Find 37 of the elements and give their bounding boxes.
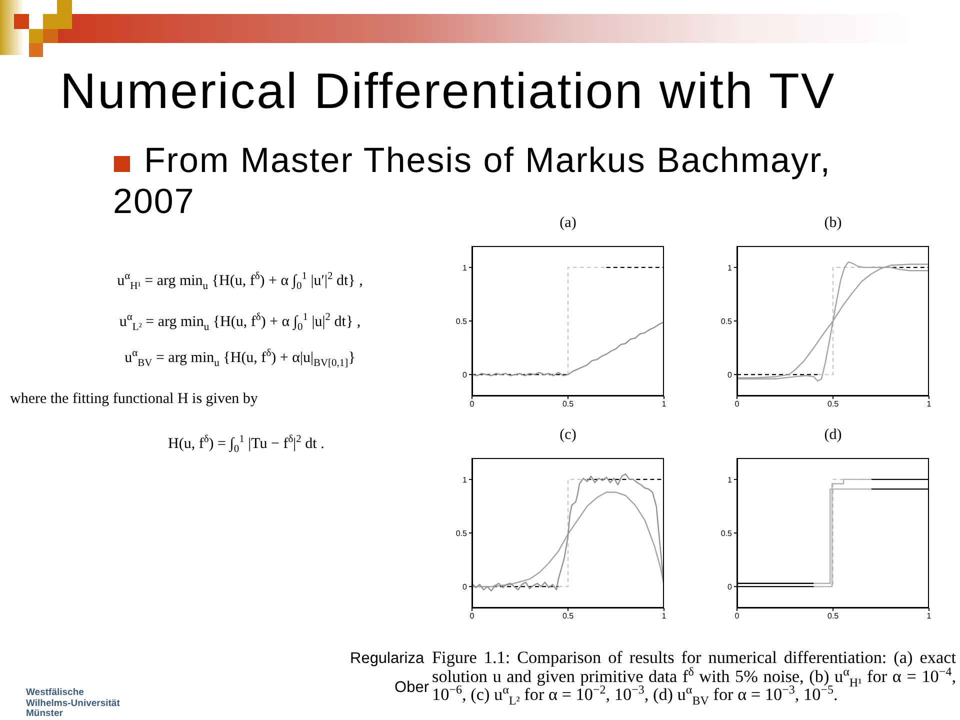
x-tick-label: 0 (734, 400, 740, 409)
text: u$^{α}$$_{H¹}$ = arg min$_{u}$ {H(u, f$^{δ}$) + α ∫$_{0}$$^{1}$ |u′|$^{2}$ dt} , (117, 271, 363, 292)
x-tick-label: 1 (926, 612, 932, 621)
y-tick-label: 0 (728, 370, 733, 380)
y-tick-label: 0.5 (456, 528, 468, 538)
text: Regulariza (350, 650, 424, 668)
text: u$^{α}$$_{L²}$ = arg min$_{u}$ {H(u, f$^{δ}$) + α ∫$_{0}$$^{1}$ |u|$^{2}$ dt} , (119, 312, 361, 333)
y-tick-label: 1 (462, 263, 468, 272)
x-tick-label: 0.5 (827, 400, 840, 409)
x-tick-label: 0 (470, 400, 475, 409)
text: u$^{α}$$_{BV}$ = arg min$_{u}$ {H(u, f$^{δ}$) + α|u|$_{BV[0,1]}$} (124, 348, 356, 369)
x-tick-label: 0.5 (827, 612, 840, 621)
x-tick-label: 0 (470, 612, 475, 621)
x-tick-label: 1 (662, 400, 667, 409)
x-tick-label: 0.5 (562, 612, 574, 621)
chart-title: (d) (823, 426, 843, 445)
y-tick-label: 0 (728, 582, 733, 592)
chart-title: (c) (558, 426, 578, 445)
text: Numerical Differentiation with TV (60, 63, 836, 119)
text: Westfälische Wilhelms-Universität Münster (26, 687, 120, 719)
x-tick-label: 0.5 (562, 400, 574, 409)
x-tick-label: 0 (734, 612, 740, 621)
x-tick-label: 1 (926, 400, 932, 409)
text: where the fitting functional H is given by (10, 391, 258, 408)
chart-title: (b) (823, 214, 843, 233)
y-tick-label: 1 (728, 263, 733, 272)
text: Figure 1.1: Comparison of results for numerical differentiation: (a) exact solution u and given primitive data f$^{δ}$ with 5% noise, (b) u$^{α}$$_{H¹}$ for α = 10$^{−4}$, 10$^{−6}$, (c) u$^{α}$$_{L²}$ for α = 10$^{−2}$, 10$^{−3}$, (d) u$^{α}$$_{BV}$ for α = 10$^{−3}$, 10$^{−5}$. (432, 648, 956, 708)
y-tick-label: 0.5 (720, 528, 733, 538)
y-tick-label: 0 (462, 370, 468, 380)
y-tick-label: 0.5 (720, 316, 733, 326)
text: H(u, f$^{δ}$) = ∫$_{0}$$^{1}$ |Tu − f$^{δ}$|$^{2}$ dt . (168, 434, 324, 455)
y-tick-label: 0 (462, 582, 468, 592)
text: Ober (394, 679, 429, 697)
y-tick-label: 0.5 (456, 316, 468, 326)
y-tick-label: 1 (462, 475, 468, 484)
x-tick-label: 1 (662, 612, 667, 621)
y-tick-label: 1 (728, 475, 733, 484)
